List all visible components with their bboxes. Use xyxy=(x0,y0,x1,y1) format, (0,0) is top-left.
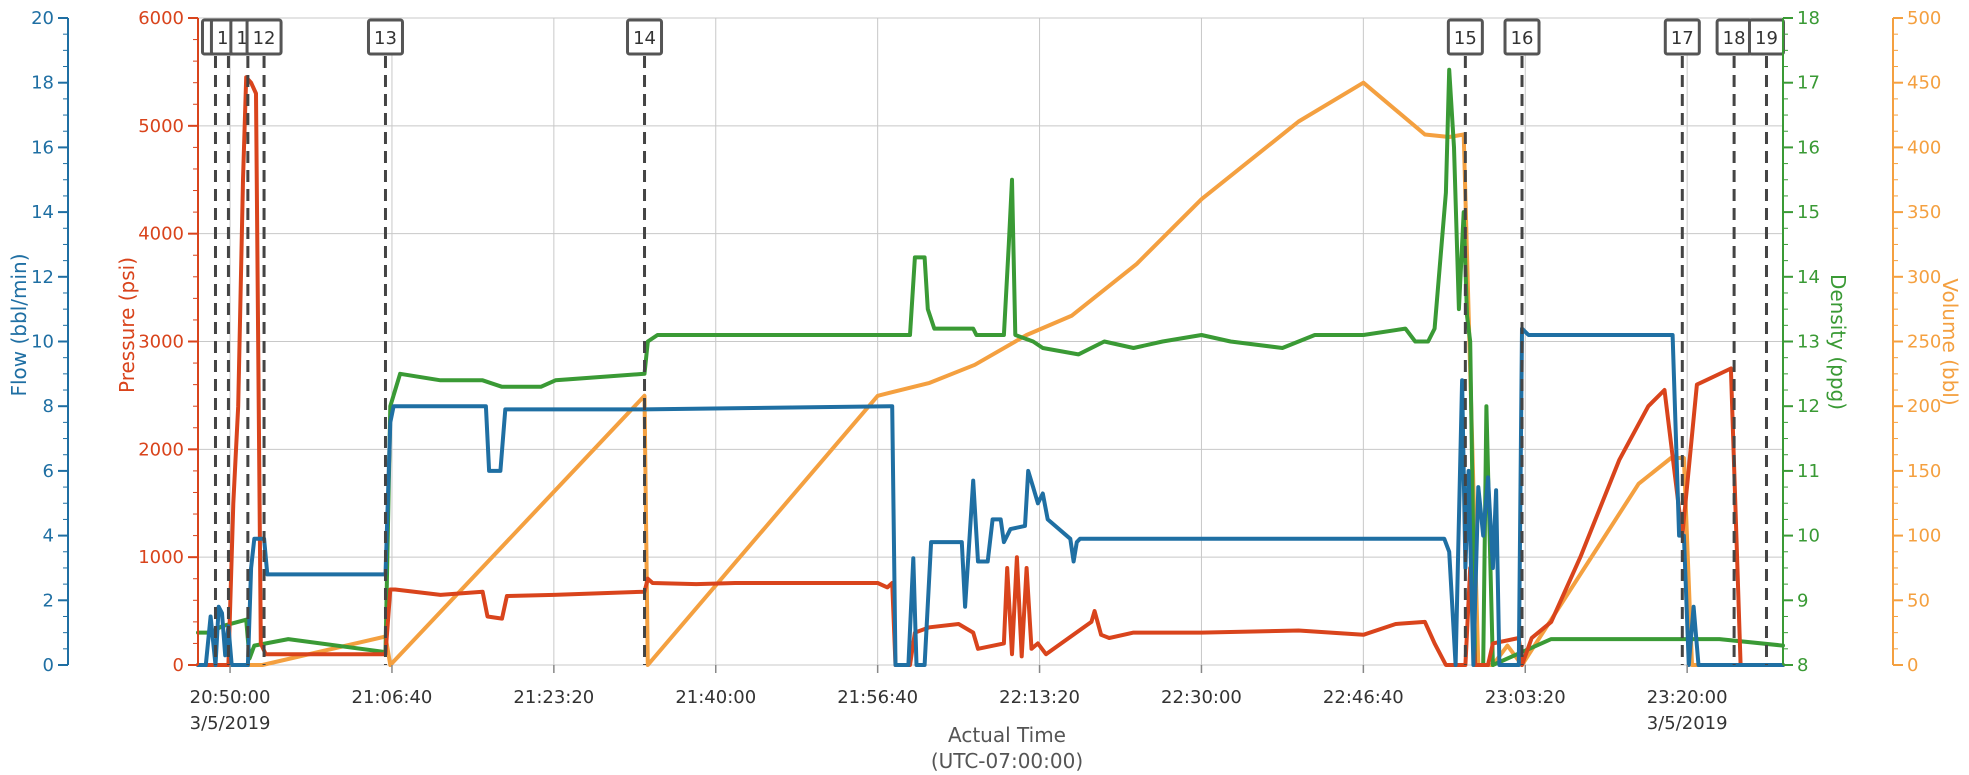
stage-marker-box xyxy=(245,18,283,56)
flow-axis-title: Flow (bbl/min) xyxy=(7,253,31,396)
pressure-tick-label: 3000 xyxy=(138,332,184,353)
stage-marker-box xyxy=(626,18,664,56)
density-tick-label: 14 xyxy=(1797,267,1820,288)
stage-marker-label: 19 xyxy=(1755,28,1778,49)
stage-marker-box xyxy=(1663,18,1701,56)
x-axis-subtitle: (UTC-07:00:00) xyxy=(931,749,1083,773)
x-tick-label: 22:46:40 xyxy=(1323,687,1404,708)
density-tick-label: 8 xyxy=(1797,655,1808,676)
flow-tick-label: 18 xyxy=(31,73,54,94)
volume-tick-label: 400 xyxy=(1907,137,1941,158)
volume-series-line xyxy=(196,80,1785,667)
x-tick-label: 21:23:20 xyxy=(513,687,594,708)
density-tick-label: 16 xyxy=(1797,137,1820,158)
pressure-tick-label: 2000 xyxy=(138,439,184,460)
series-layer xyxy=(196,67,1785,667)
density-tick-label: 17 xyxy=(1797,73,1820,94)
flow-tick-label: 2 xyxy=(43,590,54,611)
volume-tick-label: 350 xyxy=(1907,202,1941,223)
pressure-series-line xyxy=(196,75,1785,667)
volume-tick-label: 100 xyxy=(1907,526,1941,547)
stage-marker-label: 17 xyxy=(1671,28,1694,49)
density-tick-label: 13 xyxy=(1797,332,1820,353)
axes: 0246810121416182001000200030004000500060… xyxy=(31,8,1941,734)
x-tick-label: 20:50:00 xyxy=(190,687,271,708)
volume-axis-title: Volume (bbl) xyxy=(1938,278,1962,405)
flow-tick-label: 16 xyxy=(31,137,54,158)
x-tick-label: 22:13:20 xyxy=(999,687,1080,708)
flow-tick-label: 10 xyxy=(31,332,54,353)
pressure-tick-label: 5000 xyxy=(138,116,184,137)
stage-marker-label: 14 xyxy=(633,28,656,49)
flow-tick-label: 12 xyxy=(31,267,54,288)
pressure-tick-label: 4000 xyxy=(138,224,184,245)
stage-marker-box xyxy=(1503,18,1541,56)
stage-marker-label: 15 xyxy=(1454,28,1477,49)
stage-marker-box xyxy=(1446,18,1484,56)
density-tick-label: 12 xyxy=(1797,396,1820,417)
x-tick-label: 21:40:00 xyxy=(675,687,756,708)
flow-tick-label: 8 xyxy=(43,396,54,417)
pressure-tick-label: 0 xyxy=(173,655,184,676)
stage-marker-label: 18 xyxy=(1723,28,1746,49)
density-tick-label: 9 xyxy=(1797,590,1808,611)
volume-tick-label: 500 xyxy=(1907,8,1941,29)
pressure-tick-label: 6000 xyxy=(138,8,184,29)
density-tick-label: 11 xyxy=(1797,461,1820,482)
volume-tick-label: 250 xyxy=(1907,332,1941,353)
pressure-axis-title: Pressure (psi) xyxy=(115,257,139,393)
density-tick-label: 18 xyxy=(1797,8,1820,29)
x-tick-label: 22:30:00 xyxy=(1161,687,1242,708)
x-tick-label: 23:20:00 xyxy=(1647,687,1728,708)
volume-tick-label: 150 xyxy=(1907,461,1941,482)
flow-tick-label: 4 xyxy=(43,526,54,547)
flow-tick-label: 0 xyxy=(43,655,54,676)
grid xyxy=(197,17,1784,666)
stage-marker-box xyxy=(366,18,404,56)
pressure-tick-label: 1000 xyxy=(138,547,184,568)
volume-tick-label: 0 xyxy=(1907,655,1918,676)
volume-tick-label: 450 xyxy=(1907,73,1941,94)
volume-tick-label: 200 xyxy=(1907,396,1941,417)
flow-tick-label: 20 xyxy=(31,8,54,29)
flow-tick-label: 14 xyxy=(31,202,54,223)
x-tick-label: 21:06:40 xyxy=(352,687,433,708)
stage-marker-label: 13 xyxy=(374,28,397,49)
x-tick-date: 3/5/2019 xyxy=(1647,713,1728,734)
density-tick-label: 15 xyxy=(1797,202,1820,223)
density-series-line xyxy=(196,67,1785,667)
stage-marker-label: 16 xyxy=(1511,28,1534,49)
volume-tick-label: 50 xyxy=(1907,590,1930,611)
x-tick-date: 3/5/2019 xyxy=(190,713,271,734)
x-tick-label: 21:56:40 xyxy=(837,687,918,708)
flow-series-line xyxy=(196,326,1785,667)
density-tick-label: 10 xyxy=(1797,526,1820,547)
x-tick-label: 23:03:20 xyxy=(1485,687,1566,708)
flow-tick-label: 6 xyxy=(43,461,54,482)
volume-tick-label: 300 xyxy=(1907,267,1941,288)
density-axis-title: Density (ppg) xyxy=(1826,274,1850,410)
stage-marker-label: 12 xyxy=(253,28,276,49)
stage-markers: 910111213141516171819 xyxy=(200,18,1785,665)
x-axis-title: Actual Time xyxy=(948,723,1066,747)
